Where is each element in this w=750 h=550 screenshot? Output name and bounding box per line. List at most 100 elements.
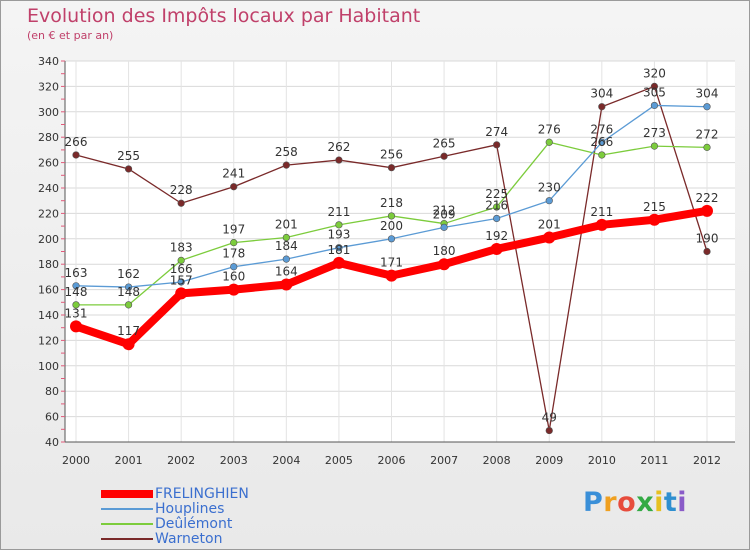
data-point bbox=[598, 138, 606, 146]
data-label: 117 bbox=[117, 324, 140, 338]
brand-letter: i bbox=[654, 487, 664, 518]
data-point bbox=[440, 152, 448, 160]
data-label: 225 bbox=[485, 187, 508, 201]
data-point bbox=[282, 233, 290, 242]
data-point bbox=[124, 301, 133, 309]
data-point bbox=[545, 426, 553, 435]
data-label: 49 bbox=[542, 411, 557, 425]
legend-swatch bbox=[101, 523, 153, 525]
y-tick-label: 260 bbox=[38, 157, 59, 170]
x-tick-label: 2000 bbox=[62, 454, 90, 467]
data-label: 157 bbox=[170, 273, 193, 287]
y-tick-label: 340 bbox=[38, 55, 59, 68]
legend-label: FRELINGHIEN bbox=[155, 486, 249, 502]
data-point bbox=[72, 151, 80, 159]
data-label: 258 bbox=[275, 145, 298, 159]
legend-swatch bbox=[101, 490, 153, 498]
data-label: 200 bbox=[380, 219, 403, 233]
data-point bbox=[335, 156, 343, 164]
data-point bbox=[703, 143, 711, 151]
data-label: 164 bbox=[275, 265, 298, 279]
data-point bbox=[493, 214, 501, 223]
data-label: 148 bbox=[117, 285, 140, 299]
data-label: 262 bbox=[327, 140, 350, 154]
data-label: 230 bbox=[538, 181, 561, 195]
brand-letter: r bbox=[603, 487, 618, 518]
data-point bbox=[177, 278, 185, 286]
data-point bbox=[175, 287, 188, 300]
data-point bbox=[282, 255, 290, 263]
brand-letter: x bbox=[636, 487, 655, 518]
data-point bbox=[122, 338, 135, 351]
y-tick-label: 120 bbox=[38, 334, 59, 347]
data-label: 228 bbox=[170, 183, 193, 197]
data-point bbox=[335, 221, 343, 229]
data-label: 181 bbox=[327, 243, 350, 257]
data-label: 304 bbox=[696, 87, 719, 101]
data-point bbox=[230, 263, 238, 271]
data-point bbox=[332, 256, 345, 269]
brand-letter: i bbox=[677, 487, 688, 518]
data-point bbox=[70, 320, 82, 333]
data-point bbox=[438, 258, 451, 271]
data-label: 201 bbox=[275, 218, 298, 232]
data-point bbox=[230, 183, 238, 191]
data-label: 163 bbox=[65, 266, 88, 280]
data-point bbox=[493, 203, 501, 211]
data-point bbox=[230, 239, 238, 247]
data-label: 218 bbox=[380, 196, 403, 210]
proxiti-logo: Proxiti bbox=[583, 487, 687, 518]
data-point bbox=[335, 244, 343, 252]
data-label: 197 bbox=[222, 223, 245, 237]
data-label: 320 bbox=[643, 66, 666, 80]
data-point bbox=[650, 101, 659, 110]
data-label: 305 bbox=[643, 85, 666, 99]
data-label: 162 bbox=[117, 267, 140, 281]
data-label: 273 bbox=[643, 126, 666, 140]
legend-label: Warneton bbox=[155, 531, 223, 547]
chart-subtitle: (en € et par an) bbox=[27, 29, 114, 42]
data-point bbox=[545, 197, 553, 205]
data-point bbox=[493, 141, 501, 149]
plot-area bbox=[65, 61, 735, 442]
data-label: 160 bbox=[222, 270, 245, 284]
y-tick-label: 200 bbox=[38, 233, 59, 246]
data-point bbox=[227, 283, 240, 296]
data-label: 304 bbox=[590, 87, 613, 101]
data-point bbox=[124, 283, 133, 291]
data-point bbox=[543, 231, 556, 244]
data-label: 276 bbox=[538, 122, 561, 136]
x-tick-label: 2004 bbox=[272, 454, 300, 467]
data-label: 266 bbox=[65, 135, 88, 149]
data-point bbox=[387, 164, 396, 172]
legend-label: Houplines bbox=[155, 501, 225, 517]
x-tick-label: 2009 bbox=[535, 454, 563, 467]
x-tick-label: 2010 bbox=[588, 454, 616, 467]
data-label: 190 bbox=[696, 232, 719, 246]
data-label: 180 bbox=[433, 244, 456, 258]
x-tick-label: 2002 bbox=[167, 454, 195, 467]
y-tick-label: 60 bbox=[45, 411, 59, 424]
y-tick-label: 40 bbox=[45, 436, 59, 449]
data-point bbox=[650, 82, 659, 90]
data-label: 222 bbox=[696, 191, 719, 205]
data-label: 201 bbox=[538, 218, 561, 232]
x-tick-label: 2001 bbox=[115, 454, 143, 467]
data-label: 272 bbox=[696, 127, 719, 141]
data-label: 178 bbox=[222, 247, 245, 261]
y-tick-label: 300 bbox=[38, 106, 59, 119]
legend-swatch bbox=[101, 538, 153, 540]
data-point bbox=[280, 278, 293, 291]
data-label: 131 bbox=[65, 306, 88, 320]
x-tick-label: 2011 bbox=[640, 454, 668, 467]
data-label: 265 bbox=[433, 136, 456, 150]
data-point bbox=[387, 212, 396, 220]
brand-letter: t bbox=[663, 487, 678, 518]
data-label: 193 bbox=[327, 228, 350, 242]
y-tick-label: 100 bbox=[38, 360, 59, 373]
data-point bbox=[387, 235, 396, 243]
data-label: 266 bbox=[590, 135, 613, 149]
data-point bbox=[490, 242, 503, 255]
legend-label: Deûlémont bbox=[155, 516, 233, 532]
